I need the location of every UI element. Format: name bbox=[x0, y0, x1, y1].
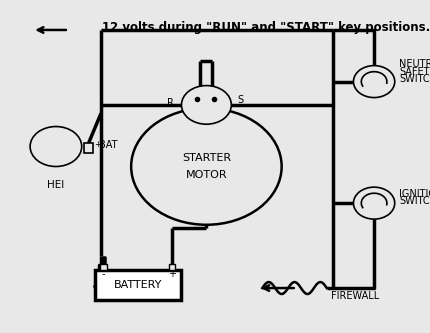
Circle shape bbox=[181, 86, 231, 124]
Text: +: + bbox=[168, 269, 176, 279]
Text: FIREWALL: FIREWALL bbox=[331, 291, 379, 301]
Text: +: + bbox=[95, 140, 101, 149]
Text: 12 volts during "RUN" and "START" key positions.: 12 volts during "RUN" and "START" key po… bbox=[102, 21, 430, 34]
Text: SWITCH: SWITCH bbox=[399, 74, 430, 84]
Text: SWITCH: SWITCH bbox=[399, 196, 430, 206]
Circle shape bbox=[353, 66, 395, 98]
Circle shape bbox=[131, 108, 282, 225]
Text: R: R bbox=[167, 98, 174, 108]
Text: BATTERY: BATTERY bbox=[114, 280, 162, 290]
Text: BAT: BAT bbox=[99, 140, 117, 150]
Text: MOTOR: MOTOR bbox=[186, 170, 227, 180]
Text: -: - bbox=[101, 269, 105, 279]
Text: SAFETY: SAFETY bbox=[399, 67, 430, 77]
Text: S: S bbox=[237, 95, 243, 105]
Bar bbox=[100, 264, 107, 270]
Bar bbox=[95, 270, 181, 300]
Text: NEUTRAL: NEUTRAL bbox=[399, 59, 430, 69]
Text: STARTER: STARTER bbox=[182, 153, 231, 163]
Text: IGNITION: IGNITION bbox=[399, 189, 430, 199]
Circle shape bbox=[30, 127, 82, 166]
Bar bbox=[169, 264, 175, 270]
Circle shape bbox=[353, 187, 395, 219]
Text: HEI: HEI bbox=[47, 180, 64, 190]
Bar bbox=[84, 143, 93, 153]
